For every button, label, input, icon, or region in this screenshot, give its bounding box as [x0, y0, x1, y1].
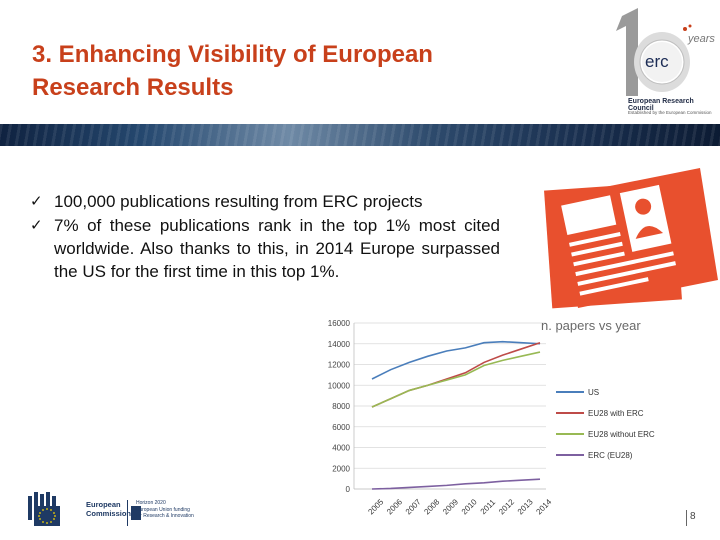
x-tick-label: 2014 — [534, 497, 553, 516]
h2020-line1: Horizon 2020 — [136, 500, 166, 506]
bullet-text: 100,000 publications resulting from ERC … — [54, 192, 423, 211]
y-tick-label: 8000 — [332, 402, 350, 411]
years-text: years — [687, 33, 715, 45]
erc-logo: erc years — [616, 8, 715, 96]
h2020-line3: for Research & Innovation — [136, 513, 194, 519]
legend-label: EU28 without ERC — [588, 430, 655, 439]
bullet-item: ✓ 7% of these publications rank in the t… — [30, 214, 500, 283]
x-tick-label: 2007 — [404, 497, 423, 516]
x-tick-label: 2008 — [422, 497, 441, 516]
h2020-line2: European Union funding — [136, 506, 190, 513]
slide-title-line2: Research Results — [32, 74, 234, 101]
erc-logo-mark: erc — [645, 52, 669, 71]
check-icon: ✓ — [30, 193, 43, 210]
series-line-3 — [371, 478, 541, 490]
series-line-1 — [371, 341, 541, 408]
legend-label: US — [588, 388, 599, 397]
y-tick-label: 0 — [346, 485, 351, 494]
x-tick-label: 2010 — [460, 497, 479, 516]
y-tick-label: 4000 — [332, 444, 350, 453]
ec-wordmark: European Commission — [86, 500, 131, 518]
x-tick-label: 2011 — [479, 497, 498, 516]
ec-line1: European — [86, 500, 121, 509]
page-number: 8 — [690, 511, 696, 522]
ec-logo — [28, 492, 141, 526]
logo-org-name: European Research Council — [628, 98, 694, 112]
legend-label: EU28 with ERC — [588, 409, 644, 418]
x-tick-label: 2012 — [497, 497, 516, 516]
x-tick-label: 2005 — [366, 497, 385, 516]
horizon2020-wordmark: Horizon 2020 European Union funding for … — [136, 500, 194, 520]
y-tick-label: 14000 — [328, 340, 351, 349]
papers-line-chart: 0 2000 4000 6000 8000 10000 12000 14000 16000 20… — [318, 313, 665, 523]
y-tick-label: 6000 — [332, 423, 350, 432]
chart-title: n. papers vs year — [541, 318, 641, 333]
slide-title-line1: 3. Enhancing Visibility of European — [32, 41, 433, 68]
bullet-item: ✓ 100,000 publications resulting from ER… — [30, 190, 500, 213]
bullet-list: ✓ 100,000 publications resulting from ER… — [30, 190, 500, 284]
legend-label: ERC (EU28) — [588, 451, 633, 460]
series-line-0 — [371, 340, 541, 380]
y-tick-label: 12000 — [328, 361, 351, 370]
series-line-2 — [371, 351, 541, 408]
x-tick-label: 2009 — [441, 497, 460, 516]
x-tick-label: 2013 — [516, 497, 535, 516]
y-tick-label: 10000 — [328, 381, 351, 390]
logo-org-sub: Established by the European Commission — [628, 110, 712, 115]
page-divider — [686, 510, 687, 526]
x-tick-label: 2006 — [385, 497, 404, 516]
y-tick-label: 2000 — [332, 464, 350, 473]
header-banner — [0, 124, 720, 146]
publication-document-icon — [544, 168, 718, 309]
bullet-text: 7% of these publications rank in the top… — [54, 216, 500, 281]
check-icon: ✓ — [30, 217, 43, 234]
y-tick-label: 16000 — [328, 319, 351, 328]
ec-line2: Commission — [86, 509, 132, 518]
slide-title: 3. Enhancing Visibility of European Rese… — [32, 38, 532, 104]
